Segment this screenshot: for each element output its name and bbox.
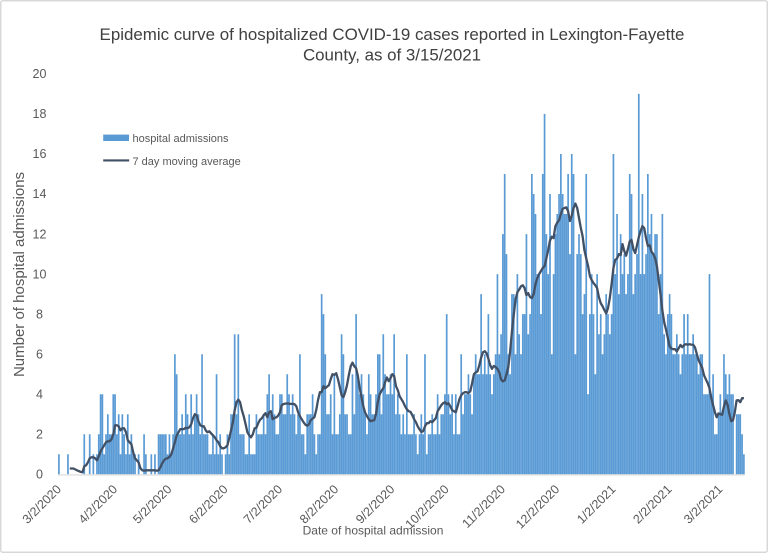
svg-text:7 day moving average: 7 day moving average — [133, 156, 241, 168]
svg-text:16: 16 — [33, 147, 47, 161]
svg-text:18: 18 — [33, 107, 47, 121]
svg-text:10: 10 — [33, 267, 47, 281]
svg-text:2: 2 — [36, 428, 43, 442]
svg-text:Epidemic curve of hospitalized: Epidemic curve of hospitalized COVID-19 … — [100, 25, 685, 44]
svg-text:hospital admissions: hospital admissions — [133, 133, 229, 145]
svg-text:20: 20 — [33, 67, 47, 81]
svg-text:0: 0 — [36, 468, 43, 482]
svg-text:4: 4 — [36, 387, 43, 401]
svg-text:County, as of 3/15/2021: County, as of 3/15/2021 — [303, 46, 481, 65]
svg-text:Date of hospital admission: Date of hospital admission — [303, 524, 444, 538]
svg-text:Number of hospital admissions: Number of hospital admissions — [11, 172, 28, 377]
svg-text:8: 8 — [36, 307, 43, 321]
svg-text:12: 12 — [33, 227, 47, 241]
svg-text:6: 6 — [36, 347, 43, 361]
svg-text:14: 14 — [33, 187, 47, 201]
